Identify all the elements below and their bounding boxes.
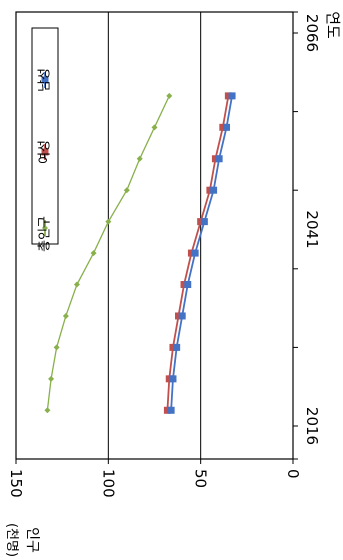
legend-marker bbox=[41, 76, 49, 84]
x-tick-label: 2066 bbox=[303, 14, 321, 52]
data-point bbox=[62, 312, 69, 319]
x-tick-label: 2041 bbox=[303, 210, 321, 248]
x-axis-title: 연도 bbox=[324, 11, 342, 39]
plot-area bbox=[15, 11, 294, 460]
data-point bbox=[178, 312, 186, 320]
series-layer bbox=[44, 92, 236, 414]
series-남성 bbox=[167, 92, 236, 414]
series-총인구 bbox=[44, 92, 173, 414]
legend-label: 여성 bbox=[38, 140, 53, 164]
data-point bbox=[123, 187, 130, 194]
data-point bbox=[167, 406, 175, 414]
legend-marker bbox=[42, 225, 48, 231]
legend: 총인구 여성 남성 bbox=[31, 27, 59, 252]
data-point bbox=[180, 281, 188, 289]
y-axis-title-line2: (천명) bbox=[4, 523, 19, 557]
data-point bbox=[90, 250, 97, 257]
y-axis-title-line1: 인구 bbox=[24, 527, 40, 553]
data-point bbox=[53, 344, 60, 351]
legend-box bbox=[31, 27, 59, 245]
x-axis: 2016 2041 2066 bbox=[293, 11, 321, 460]
legend-label: 남성 bbox=[38, 68, 53, 92]
data-point bbox=[184, 281, 192, 289]
x-tick-label: 2016 bbox=[303, 407, 321, 445]
data-point bbox=[210, 186, 218, 194]
legend-label: 총인구 bbox=[38, 216, 53, 252]
data-point bbox=[206, 186, 214, 194]
data-point bbox=[211, 155, 219, 163]
data-point bbox=[73, 281, 80, 288]
data-point bbox=[44, 407, 51, 414]
data-point bbox=[223, 123, 231, 131]
data-point bbox=[175, 312, 183, 320]
y-axis-title: 인구 (천명) bbox=[4, 523, 40, 557]
data-point bbox=[191, 249, 199, 257]
data-point bbox=[187, 249, 195, 257]
data-point bbox=[169, 343, 177, 351]
data-point bbox=[224, 92, 232, 100]
data-point bbox=[169, 375, 177, 383]
data-point bbox=[228, 92, 236, 100]
data-point bbox=[163, 406, 171, 414]
y-tick-label: 0 bbox=[284, 469, 302, 479]
data-point bbox=[105, 218, 112, 225]
data-point bbox=[200, 218, 208, 226]
series-여성 bbox=[163, 92, 232, 414]
data-point bbox=[173, 343, 181, 351]
data-point bbox=[151, 124, 158, 131]
y-axis: 0 50 100 150 bbox=[7, 459, 302, 498]
data-point bbox=[166, 92, 173, 99]
data-point bbox=[136, 155, 143, 162]
legend-marker bbox=[41, 148, 49, 156]
data-point bbox=[197, 218, 205, 226]
data-point bbox=[165, 375, 173, 383]
data-point bbox=[219, 123, 227, 131]
y-tick-label: 100 bbox=[99, 469, 117, 498]
y-tick-label: 150 bbox=[7, 469, 25, 498]
data-point bbox=[48, 375, 55, 382]
data-point bbox=[215, 155, 223, 163]
y-tick-label: 50 bbox=[192, 469, 210, 488]
